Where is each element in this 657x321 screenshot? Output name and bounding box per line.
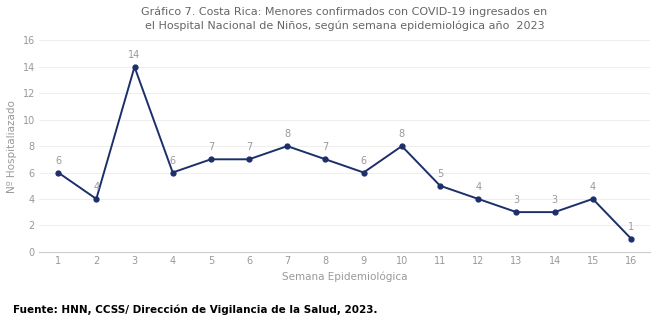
Text: 7: 7 [208,142,214,152]
Y-axis label: Nº Hospitaliazado: Nº Hospitaliazado [7,100,17,193]
Text: 7: 7 [323,142,328,152]
Text: 4: 4 [93,182,99,192]
Text: 8: 8 [284,129,290,139]
Text: 8: 8 [399,129,405,139]
Text: 3: 3 [513,195,520,205]
Title: Gráfico 7. Costa Rica: Menores confirmados con COVID-19 ingresados en
el Hospita: Gráfico 7. Costa Rica: Menores confirmad… [141,7,548,31]
X-axis label: Semana Epidemiológica: Semana Epidemiológica [282,272,407,282]
Text: 4: 4 [590,182,596,192]
Text: 5: 5 [437,169,443,179]
Text: 1: 1 [628,221,634,231]
Text: 6: 6 [361,156,367,166]
Text: 6: 6 [170,156,176,166]
Text: 14: 14 [128,50,141,60]
Text: Fuente: HNN, CCSS/ Dirección de Vigilancia de la Salud, 2023.: Fuente: HNN, CCSS/ Dirección de Vigilanc… [13,304,378,315]
Text: 6: 6 [55,156,61,166]
Text: 3: 3 [551,195,558,205]
Text: 4: 4 [475,182,482,192]
Text: 7: 7 [246,142,252,152]
